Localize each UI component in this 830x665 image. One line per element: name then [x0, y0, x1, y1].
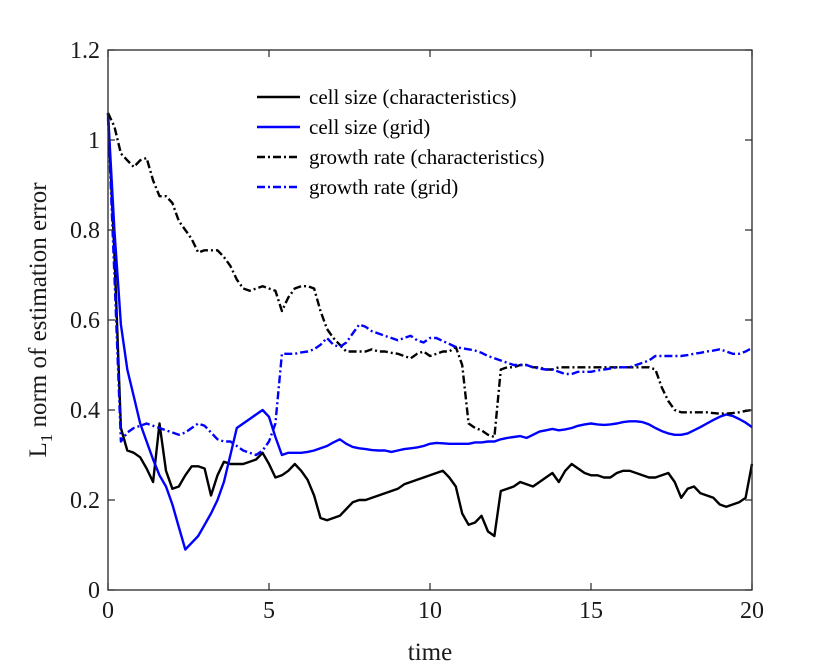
legend-label-cell-size-characteristics: cell size (characteristics) [309, 85, 517, 109]
y-tick-label: 0 [88, 578, 100, 604]
y-tick-label: 0.8 [70, 218, 100, 244]
tick-layer: 0 5 10 15 20 0 0.2 0.4 0.6 0.8 1 1.2 [70, 38, 764, 624]
x-tick-label: 10 [418, 598, 442, 624]
series-layer [106, 112, 754, 551]
x-axis-label: time [408, 639, 452, 665]
series-line-growth-rate-characteristics [106, 112, 753, 439]
y-tick-label: 0.2 [70, 488, 100, 514]
legend-label-growth-rate-characteristics: growth rate (characteristics) [309, 145, 545, 169]
y-tick-label: 1.2 [70, 38, 100, 64]
x-tick-label: 0 [102, 598, 114, 624]
y-axis-label-rest: norm of estimation error [25, 182, 52, 434]
series-line-growth-rate-grid [106, 117, 753, 457]
y-tick-label: 1 [88, 128, 100, 154]
legend: cell size (characteristics) cell size (g… [257, 85, 545, 199]
y-tick-label: 0.4 [70, 398, 100, 424]
y-tick-label: 0.6 [70, 308, 100, 334]
y-axis-label-subscript: 1 [37, 434, 56, 443]
x-tick-label: 5 [263, 598, 275, 624]
series-line-cell-size-grid [106, 112, 753, 551]
y-axis-label: L1 norm of estimation error [25, 182, 56, 458]
x-tick-label: 15 [579, 598, 603, 624]
x-tick-label: 20 [740, 598, 764, 624]
y-axis-label-main: L [25, 442, 52, 457]
legend-label-cell-size-grid: cell size (grid) [309, 115, 430, 139]
legend-label-growth-rate-grid: growth rate (grid) [309, 175, 458, 199]
series-line-cell-size-characteristics [106, 112, 754, 538]
